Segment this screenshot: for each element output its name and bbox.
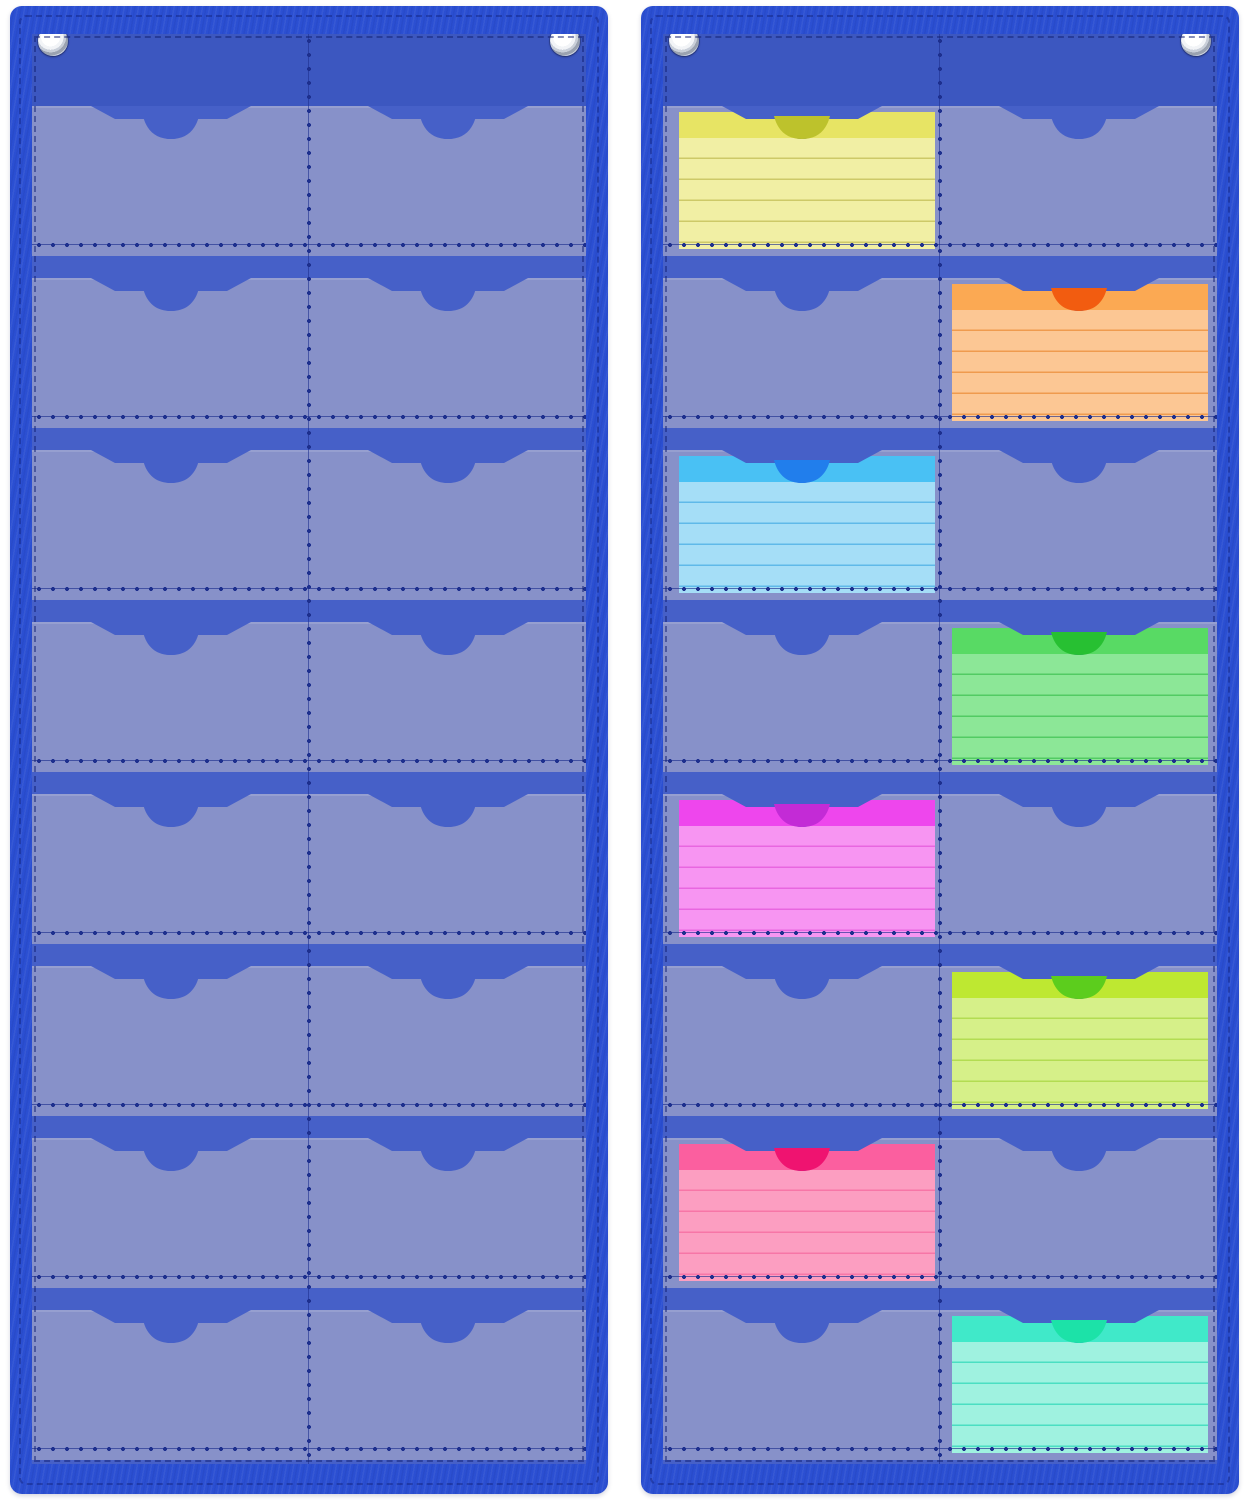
index-card-sky_blue xyxy=(679,456,935,593)
pocket-row xyxy=(32,106,586,256)
index-card-ruled-lines xyxy=(952,654,1208,765)
pocket-notch-icon xyxy=(998,794,1159,827)
pocket-notch-icon xyxy=(721,1310,882,1343)
pocket-notch-icon xyxy=(998,450,1159,483)
pocket-notch-icon xyxy=(367,622,528,655)
pocket-row xyxy=(663,106,1217,256)
pocket-row xyxy=(32,794,586,944)
index-card-top-band xyxy=(952,284,1208,310)
row-stitch-line xyxy=(32,758,586,764)
pocket-row xyxy=(32,622,586,772)
pocket-notch-icon xyxy=(367,1310,528,1343)
index-card-magenta xyxy=(679,800,935,937)
pocket-notch-icon xyxy=(90,1310,251,1343)
index-card-top-band xyxy=(679,800,935,826)
pocket-notch-icon xyxy=(998,106,1159,139)
index-card-top-band xyxy=(679,1144,935,1170)
index-card-top-band xyxy=(679,456,935,482)
index-card-green xyxy=(952,628,1208,765)
index-card-pink xyxy=(679,1144,935,1281)
index-card-orange xyxy=(952,284,1208,421)
pocket-row xyxy=(663,1310,1217,1460)
pocket-notch-icon xyxy=(90,450,251,483)
pocket-rows xyxy=(663,106,1217,1464)
pocket-notch-icon xyxy=(367,794,528,827)
index-card-ruled-lines xyxy=(952,310,1208,421)
index-card-ruled-lines xyxy=(679,826,935,937)
pocket-notch-icon xyxy=(90,278,251,311)
row-stitch-line xyxy=(32,1446,586,1452)
chart-backing xyxy=(663,34,1217,1464)
pocket-row xyxy=(663,794,1217,944)
pocket-notch-icon xyxy=(90,1138,251,1171)
pocket-notch-icon xyxy=(90,794,251,827)
pocket-notch-icon xyxy=(721,278,882,311)
pocket-row xyxy=(32,278,586,428)
grommet-eyelet-icon xyxy=(1181,34,1211,56)
pocket-notch-icon xyxy=(721,966,882,999)
index-card-top-band xyxy=(952,628,1208,654)
index-card-top-band xyxy=(952,1316,1208,1342)
grommet-eyelet-icon xyxy=(550,34,580,56)
pocket-chart-empty xyxy=(10,6,608,1494)
row-stitch-line xyxy=(32,242,586,248)
grommet-eyelet-icon xyxy=(669,34,699,56)
pocket-row xyxy=(663,278,1217,428)
pocket-notch-icon xyxy=(367,106,528,139)
index-card-ruled-lines xyxy=(679,138,935,249)
index-card-ruled-lines xyxy=(952,998,1208,1109)
index-card-ruled-lines xyxy=(679,1170,935,1281)
index-card-turquoise xyxy=(952,1316,1208,1453)
pocket-row xyxy=(663,450,1217,600)
row-stitch-line xyxy=(32,1102,586,1108)
pocket-row xyxy=(663,622,1217,772)
pocket-notch-icon xyxy=(90,966,251,999)
pocket-row xyxy=(32,450,586,600)
index-card-top-band xyxy=(679,112,935,138)
pocket-notch-icon xyxy=(367,450,528,483)
index-card-yellow xyxy=(679,112,935,249)
index-card-top-band xyxy=(952,972,1208,998)
pocket-row xyxy=(32,1310,586,1460)
row-stitch-line xyxy=(32,1274,586,1280)
index-card-ruled-lines xyxy=(679,482,935,593)
pocket-row xyxy=(663,966,1217,1116)
index-card-chartreuse xyxy=(952,972,1208,1109)
chart-backing xyxy=(32,34,586,1464)
pocket-notch-icon xyxy=(367,1138,528,1171)
row-stitch-line xyxy=(32,586,586,592)
pocket-row xyxy=(663,1138,1217,1288)
pocket-row xyxy=(32,966,586,1116)
chart-header-band xyxy=(663,34,1217,106)
row-stitch-line xyxy=(32,414,586,420)
pocket-chart-with-cards xyxy=(641,6,1239,1494)
pocket-notch-icon xyxy=(367,966,528,999)
pocket-notch-icon xyxy=(90,622,251,655)
pocket-notch-icon xyxy=(721,622,882,655)
chart-header-band xyxy=(32,34,586,106)
index-card-ruled-lines xyxy=(952,1342,1208,1453)
pocket-rows xyxy=(32,106,586,1464)
pocket-notch-icon xyxy=(90,106,251,139)
pocket-notch-icon xyxy=(998,1138,1159,1171)
grommet-eyelet-icon xyxy=(38,34,68,56)
pocket-notch-icon xyxy=(367,278,528,311)
row-stitch-line xyxy=(32,930,586,936)
pocket-row xyxy=(32,1138,586,1288)
